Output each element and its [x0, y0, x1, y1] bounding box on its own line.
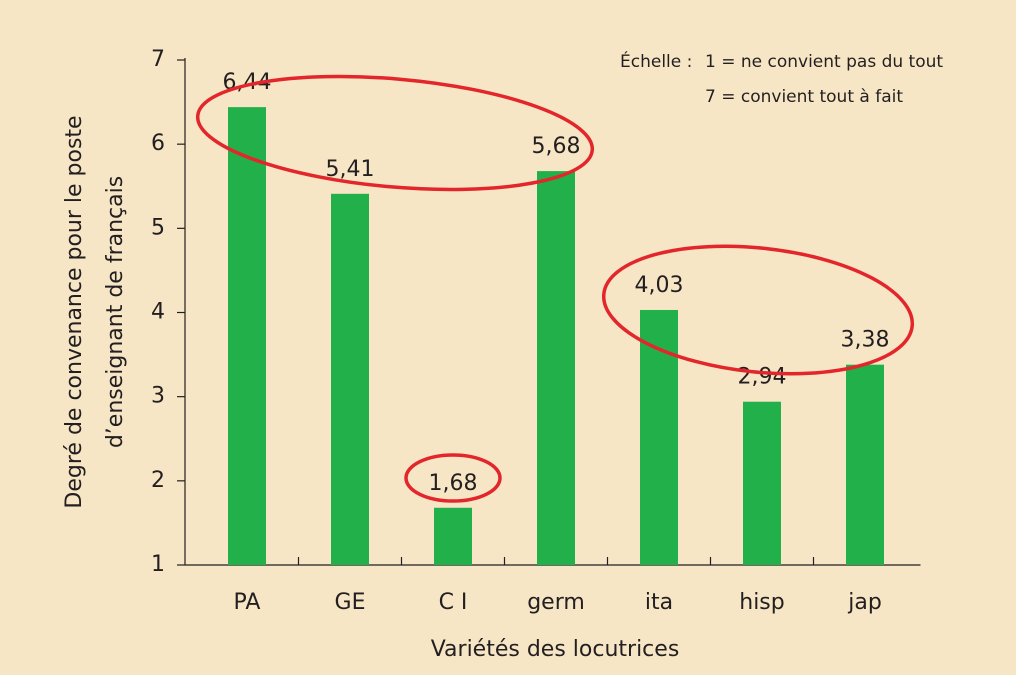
y-tick-label: 5 [151, 215, 165, 240]
y-tick-label: 4 [151, 300, 165, 325]
bar [846, 364, 884, 565]
y-tick-label: 7 [151, 47, 165, 72]
highlight-ellipse [601, 244, 915, 376]
x-tick-label: germ [527, 590, 585, 615]
x-tick-label: C I [439, 590, 468, 615]
highlights [195, 74, 915, 503]
x-axis-label: Variétés des locutrices [431, 637, 680, 662]
annotation: 7 = convient tout à fait [705, 87, 903, 107]
y-tick-label: 1 [151, 552, 165, 577]
x-tick-label: PA [234, 590, 261, 615]
x-tick-label: ita [645, 590, 673, 615]
value-label: 4,03 [635, 273, 684, 298]
x-tick-label: jap [847, 590, 882, 615]
annotation: 1 = ne convient pas du tout [705, 52, 943, 72]
value-label: 3,38 [841, 328, 890, 353]
annotation: Échelle : [620, 50, 692, 72]
bar [331, 193, 369, 565]
bar [434, 507, 472, 565]
y-axis-label: d’enseignant de français [103, 176, 128, 448]
x-tick-label: GE [335, 590, 366, 615]
y-axis-label: Degré de convenance pour le poste [62, 115, 87, 508]
bar [743, 401, 781, 565]
value-label: 5,41 [326, 157, 375, 182]
highlight-ellipse [404, 453, 502, 503]
y-tick-label: 2 [151, 468, 165, 493]
value-label: 5,68 [532, 134, 581, 159]
y-tick-label: 6 [151, 131, 165, 156]
bar [228, 107, 266, 565]
y-tick-label: 3 [151, 384, 165, 409]
x-tick-label: hisp [739, 590, 784, 615]
bar [537, 171, 575, 565]
value-label: 2,94 [738, 365, 787, 390]
highlight-ellipse [195, 74, 595, 192]
value-label: 1,68 [429, 471, 478, 496]
